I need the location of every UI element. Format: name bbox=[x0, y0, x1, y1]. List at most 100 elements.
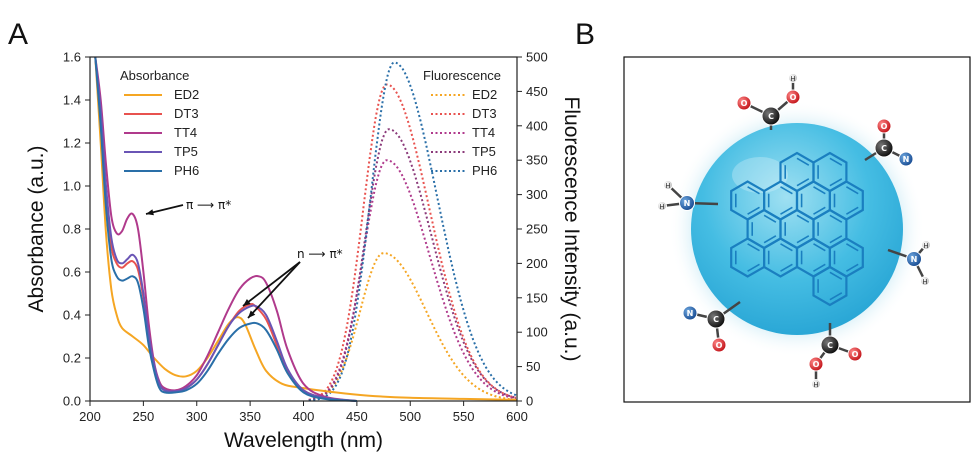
atom-h bbox=[657, 201, 667, 211]
atom-label: N bbox=[911, 255, 918, 264]
y-right-tick-label: 50 bbox=[526, 359, 540, 374]
annotation-arrow bbox=[242, 261, 301, 307]
double-bond bbox=[747, 263, 760, 272]
atom-o bbox=[785, 89, 801, 105]
legend-item-fluorescence: DT3 bbox=[472, 106, 497, 121]
y-right-tick-label: 500 bbox=[526, 50, 548, 65]
atom-c bbox=[706, 309, 726, 329]
x-tick-label: 350 bbox=[239, 409, 261, 424]
atom-h bbox=[663, 180, 673, 190]
atom-n bbox=[679, 195, 695, 211]
atom-o bbox=[711, 337, 727, 353]
double-bond bbox=[780, 263, 793, 272]
y-axis-label: Absorbance (a.u.) bbox=[25, 146, 48, 313]
double-bond bbox=[813, 243, 826, 252]
double-bond bbox=[829, 235, 843, 244]
fluorescence-line-dt3 bbox=[308, 83, 516, 401]
plot-frame bbox=[89, 56, 518, 402]
atom-h bbox=[920, 276, 930, 286]
atom-label: N bbox=[684, 199, 691, 208]
absorbance-line-tt4 bbox=[94, 56, 358, 402]
double-bond bbox=[796, 235, 810, 244]
y-tick-label: 1.4 bbox=[63, 93, 81, 108]
y-tick-label: 1.2 bbox=[63, 136, 81, 151]
atom-label: O bbox=[741, 99, 748, 108]
atom-o bbox=[847, 346, 863, 362]
atom-h bbox=[811, 379, 821, 389]
atom-label: N bbox=[687, 309, 694, 318]
y-right-tick-label: 150 bbox=[526, 290, 548, 305]
atom-n bbox=[906, 251, 922, 267]
legend-absorbance: Absorbance ED2 DT3 TT4 TP5 PH6 bbox=[120, 68, 199, 178]
x-tick-label: 500 bbox=[399, 409, 421, 424]
double-bond bbox=[829, 271, 843, 280]
double-bond bbox=[845, 263, 859, 272]
atom-c bbox=[820, 335, 840, 355]
legend-item-absorbance: DT3 bbox=[174, 106, 199, 121]
legend-item-absorbance: TP5 bbox=[174, 144, 198, 159]
atom-o bbox=[736, 95, 752, 111]
legend-fluorescence: Fluorescence ED2 DT3 TT4 TP5 PH6 bbox=[423, 68, 501, 178]
y-tick-label: 0.2 bbox=[63, 351, 81, 366]
double-bond bbox=[829, 214, 843, 223]
aromatic-ring bbox=[730, 237, 766, 278]
double-bond bbox=[747, 186, 760, 195]
absorbance-fluorescence-chart: 200 250 300 350 400 450 500 550 6000.00.20.40.60… bbox=[25, 50, 583, 453]
double-bond bbox=[780, 186, 793, 195]
aromatic-ring bbox=[779, 151, 815, 193]
panel-label-b: B bbox=[575, 18, 595, 51]
atom-o bbox=[808, 356, 824, 372]
atom-label: H bbox=[790, 75, 795, 83]
atom-label: O bbox=[881, 122, 888, 131]
legend-item-absorbance: TT4 bbox=[174, 125, 197, 140]
double-bond bbox=[796, 178, 810, 187]
legend-item-fluorescence: TP5 bbox=[472, 144, 496, 159]
legend-item-absorbance: PH6 bbox=[174, 163, 199, 178]
panel-label-a: A bbox=[8, 18, 28, 51]
atom-label: H bbox=[923, 242, 928, 250]
annotations: π ⟶ π* n ⟶ π* bbox=[145, 198, 343, 319]
y-right-tick-label: 100 bbox=[526, 325, 548, 340]
atom-label: H bbox=[665, 182, 670, 190]
y-tick-label: 0.8 bbox=[63, 222, 81, 237]
y-right-tick-label: 250 bbox=[526, 222, 548, 237]
absorbance-lines bbox=[94, 56, 518, 402]
y-tick-label: 0.4 bbox=[63, 308, 81, 323]
y-right-tick-label: 300 bbox=[526, 187, 548, 202]
atom-label: H bbox=[813, 381, 818, 389]
legend-absorbance-title: Absorbance bbox=[120, 68, 189, 83]
y-right-tick-label: 0 bbox=[526, 394, 533, 409]
aromatic-ring bbox=[730, 180, 766, 221]
x-tick-label: 300 bbox=[186, 409, 208, 424]
y-tick-label: 1.6 bbox=[63, 50, 81, 65]
fluorescence-line-tt4 bbox=[308, 159, 516, 401]
annotation-arrowhead bbox=[243, 299, 251, 306]
legend-item-absorbance: ED2 bbox=[174, 87, 199, 102]
legend-fluorescence-title: Fluorescence bbox=[423, 68, 501, 83]
axes: 200 250 300 350 400 450 500 550 6000.00.20.40.60… bbox=[63, 50, 548, 425]
aromatic-ring bbox=[812, 265, 848, 307]
x-tick-label: 200 bbox=[79, 409, 101, 424]
x-tick-label: 550 bbox=[453, 409, 475, 424]
atom-h bbox=[921, 240, 931, 250]
atom-label: C bbox=[881, 144, 887, 153]
atom-h bbox=[788, 73, 798, 83]
double-bond bbox=[780, 243, 793, 252]
double-bond bbox=[813, 263, 826, 272]
atom-label: O bbox=[716, 341, 723, 350]
atom-label: H bbox=[659, 203, 664, 211]
double-bond bbox=[845, 243, 859, 252]
atom-n bbox=[682, 305, 698, 321]
absorbance-line-ed2 bbox=[94, 56, 518, 401]
double-bond bbox=[747, 206, 760, 215]
x-tick-label: 400 bbox=[293, 409, 315, 424]
legend-item-fluorescence: TT4 bbox=[472, 125, 495, 140]
annotation-arrowhead bbox=[146, 209, 154, 216]
double-bond bbox=[763, 235, 777, 244]
atom-c bbox=[874, 138, 894, 158]
fluorescence-lines bbox=[308, 61, 517, 402]
atom-o bbox=[876, 118, 892, 134]
fluorescence-line-ph6 bbox=[308, 61, 517, 402]
